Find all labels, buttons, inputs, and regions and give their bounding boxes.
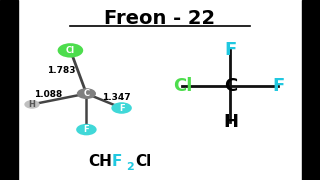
Text: Cl: Cl — [173, 77, 192, 95]
Text: F: F — [224, 41, 236, 59]
Text: F: F — [272, 77, 284, 95]
Text: 1.783: 1.783 — [46, 66, 75, 75]
Text: C: C — [83, 89, 90, 98]
Text: C: C — [224, 77, 237, 95]
Text: F: F — [119, 103, 124, 112]
Text: F: F — [84, 125, 89, 134]
Circle shape — [77, 88, 96, 99]
Text: 2: 2 — [126, 161, 134, 172]
Text: Cl: Cl — [66, 46, 75, 55]
Circle shape — [76, 124, 97, 135]
Text: Freon - 22: Freon - 22 — [104, 9, 216, 28]
Text: F: F — [112, 154, 122, 170]
Text: H: H — [28, 100, 36, 109]
Text: 1.088: 1.088 — [34, 90, 62, 99]
Text: 1.347: 1.347 — [102, 93, 131, 102]
Circle shape — [58, 43, 83, 58]
Text: H: H — [223, 113, 238, 131]
Text: Cl: Cl — [135, 154, 152, 170]
Circle shape — [24, 100, 40, 109]
Circle shape — [111, 102, 132, 114]
Text: CH: CH — [88, 154, 112, 170]
